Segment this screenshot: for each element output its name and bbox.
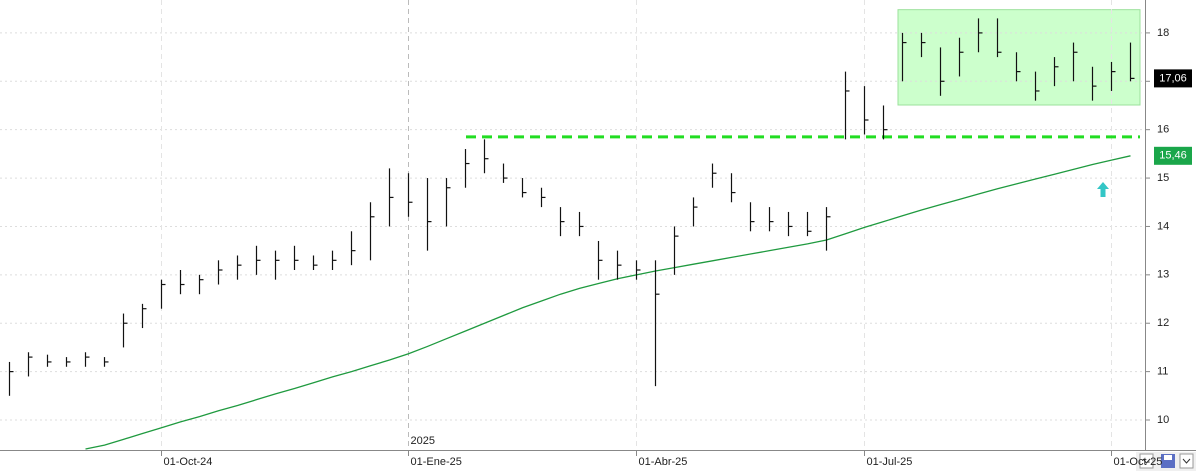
save-icon bbox=[1164, 455, 1172, 460]
year-label: 2025 bbox=[411, 435, 435, 447]
y-tick-label: 16 bbox=[1157, 124, 1169, 136]
ma-value-label: 15,46 bbox=[1159, 150, 1187, 162]
y-tick-label: 15 bbox=[1157, 172, 1169, 184]
last-price-label: 17,06 bbox=[1159, 72, 1187, 84]
y-tick-label: 11 bbox=[1157, 366, 1168, 378]
toolbar bbox=[1136, 452, 1196, 471]
x-tick-label: 01-Oct-25 bbox=[1114, 456, 1163, 468]
last-price-box bbox=[1154, 69, 1192, 88]
y-tick-label: 12 bbox=[1157, 317, 1169, 329]
moving-average bbox=[85, 155, 1131, 450]
up-arrow bbox=[1097, 182, 1109, 197]
y-tick-label: 10 bbox=[1157, 414, 1169, 426]
menu-icon bbox=[1182, 458, 1191, 464]
x-tick-label: 01-Jul-25 bbox=[867, 456, 913, 468]
dropdown-button[interactable] bbox=[1139, 453, 1154, 469]
x-tick-label: 01-Ene-25 bbox=[411, 456, 462, 468]
x-tick-label: 01-Abr-25 bbox=[639, 456, 688, 468]
ma-value-box bbox=[1154, 146, 1192, 165]
x-tick-label: 01-Oct-24 bbox=[164, 456, 213, 468]
y-tick-label: 13 bbox=[1157, 269, 1169, 281]
range-box bbox=[897, 9, 1141, 106]
dropdown-icon bbox=[1142, 458, 1151, 464]
y-tick-label: 14 bbox=[1157, 220, 1169, 232]
plot: 2025 bbox=[0, 0, 1145, 450]
menu-button[interactable] bbox=[1179, 453, 1194, 469]
y-tick-label: 18 bbox=[1157, 27, 1169, 39]
